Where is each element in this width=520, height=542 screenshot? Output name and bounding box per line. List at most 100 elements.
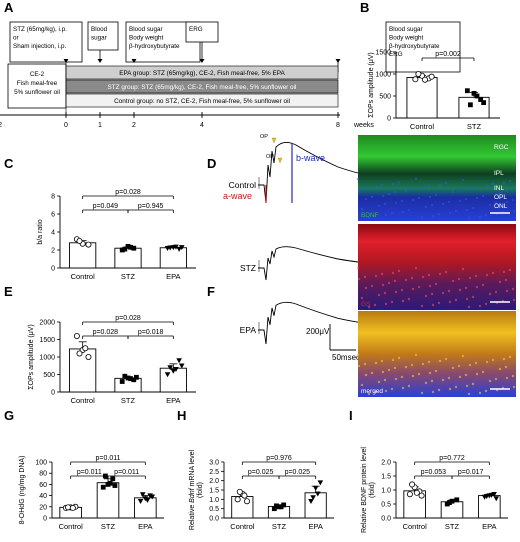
data-point [178, 245, 185, 251]
y-tick-label: 0.5 [209, 506, 219, 513]
p-value: p=0.053 [421, 469, 447, 476]
arrow-head [199, 59, 205, 63]
axis-tick-label: 0 [64, 122, 68, 129]
cell-nucleus [457, 364, 461, 368]
y-tick-label: 0 [387, 116, 391, 123]
cell-nucleus [508, 355, 512, 359]
data-point [110, 476, 116, 482]
x-tick-label: STZ [121, 396, 136, 405]
bar-chart-i: 0.0 0.5 1.0 1.5 2.0 Control STZ EPA p=0.772 p=0.0… [361, 447, 508, 533]
cell-nucleus [431, 303, 435, 307]
stain-label: BDNF [361, 212, 379, 219]
erg-waveform [258, 142, 359, 204]
cell-nucleus [471, 206, 475, 210]
x-tick-label: Control [230, 522, 255, 531]
y-tick-label: 2.0 [209, 478, 219, 485]
data-point [125, 244, 131, 249]
cell-nucleus [437, 212, 441, 216]
cell-nucleus [387, 281, 391, 285]
data-point [170, 368, 177, 374]
data-point [128, 244, 134, 250]
bar-group [403, 481, 426, 519]
cell-nucleus [465, 208, 469, 212]
cell-nucleus [390, 211, 394, 215]
y-tick-label: 2.0 [381, 460, 391, 467]
cell-nucleus [494, 377, 498, 381]
cell-nucleus [458, 375, 462, 379]
cell-nucleus [438, 183, 442, 187]
data-point [274, 503, 279, 509]
op-arrow [271, 137, 277, 144]
bar-group [69, 236, 97, 269]
comparison-bracket: p=0.049 [82, 203, 129, 213]
cell-nucleus [394, 290, 398, 294]
cell-nucleus [374, 185, 378, 189]
cell-nucleus [494, 201, 498, 205]
cell-nucleus [427, 360, 431, 364]
data-point [112, 483, 118, 488]
event-box-rect [87, 21, 119, 51]
cell-nucleus [390, 387, 394, 391]
data-point [244, 498, 251, 505]
cell-nucleus [417, 285, 421, 289]
group-bar-label: EPA group: STZ (65mg/kg), CE-2, Fish mea… [119, 70, 285, 77]
cell-nucleus [468, 187, 472, 191]
cell-nucleus [391, 182, 395, 186]
data-point [278, 504, 284, 510]
cell-nucleus [437, 388, 441, 392]
data-point [409, 481, 416, 488]
cell-nucleus [512, 385, 516, 389]
cell-nucleus [428, 371, 432, 375]
cell-nucleus [380, 183, 384, 187]
cell-nucleus [393, 190, 397, 194]
cell-nucleus [454, 298, 458, 302]
event-box-text: Blood sugar [389, 26, 423, 33]
cell-nucleus [363, 186, 367, 190]
diet-box-text: 5% sunflower oil [14, 89, 60, 96]
data-point [167, 245, 173, 251]
bar [304, 492, 327, 519]
cell-nucleus [397, 269, 401, 273]
y-tick-label: 60 [39, 482, 47, 489]
cell-nucleus [481, 283, 485, 287]
cell-nucleus [474, 361, 478, 365]
cell-nucleus [481, 370, 485, 374]
cell-nucleus [384, 213, 388, 217]
panel-letter-f: F [207, 284, 215, 299]
y-axis-label: Relative Bdnf mRNA level [189, 449, 196, 530]
comparison-bracket: p=0.945 [127, 203, 174, 213]
cell-nucleus [438, 359, 442, 363]
cell-nucleus [364, 197, 368, 201]
cell-nucleus [360, 383, 364, 387]
data-point [173, 244, 179, 250]
x-tick-label: STZ [101, 522, 116, 531]
cell-nucleus [474, 185, 478, 189]
comparison-bracket: p=0.002 [421, 51, 475, 61]
data-point [478, 97, 484, 102]
retina-layer-label: IPL [494, 170, 504, 177]
erg-row-label: STZ [240, 263, 256, 273]
p-value: p=0.002 [435, 51, 461, 58]
cell-nucleus [508, 268, 512, 272]
data-point [139, 492, 146, 498]
cell-nucleus [461, 354, 465, 358]
data-point [137, 499, 144, 504]
cell-nucleus [504, 365, 508, 369]
cell-nucleus [400, 288, 404, 292]
panel-letter-g: G [4, 408, 14, 423]
group-bar: EPA group: STZ (65mg/kg), CE-2, Fish mea… [65, 65, 339, 80]
y-axis-label-part: Relative [189, 503, 196, 530]
data-point [144, 497, 151, 503]
data-point [412, 76, 419, 83]
data-point [415, 71, 422, 78]
cell-nucleus [401, 299, 405, 303]
cell-nucleus [448, 300, 452, 304]
cell-nucleus [484, 389, 488, 393]
cell-nucleus [380, 272, 384, 276]
comparison-bracket: p=0.772 [414, 455, 490, 465]
p-value: p=0.049 [93, 203, 119, 210]
cell-nucleus [373, 214, 377, 218]
cell-nucleus [377, 293, 381, 297]
cell-nucleus [377, 204, 381, 208]
y-tick-label: 0.0 [381, 516, 391, 523]
